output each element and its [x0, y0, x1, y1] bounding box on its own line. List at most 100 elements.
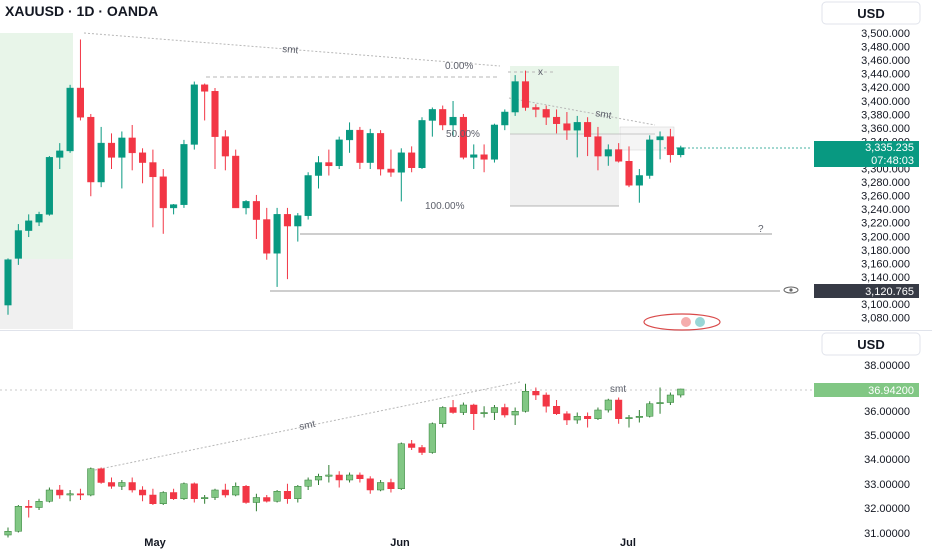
gold-candle [128, 124, 136, 171]
gold-candle [35, 211, 43, 227]
silver-candle [377, 480, 385, 492]
top-y-tick: 3,180.000 [861, 245, 910, 257]
gold-candle [159, 169, 167, 234]
gold-candle [242, 200, 250, 215]
gold-candle-body [677, 147, 685, 156]
demand-zone-green [0, 33, 73, 259]
gold-candle [232, 149, 240, 209]
gold-candle [139, 148, 147, 184]
gold-candle-body [584, 122, 592, 137]
gold-candle [314, 156, 323, 189]
silver-candle [356, 472, 364, 483]
gold-candle [418, 117, 426, 170]
gold-candle [542, 105, 550, 125]
gold-candle-body [635, 175, 643, 186]
currency-button-bottom[interactable] [821, 332, 921, 356]
countdown-tag [814, 154, 919, 167]
gold-candle [604, 144, 612, 166]
smt-line-bottom-1[interactable] [94, 381, 521, 471]
silver-candle [25, 500, 33, 518]
silver-candle [314, 473, 323, 485]
top-y-tick: 3,440.000 [861, 69, 910, 81]
gold-candle-body [128, 137, 136, 154]
gold-candle [25, 214, 33, 238]
top-y-tick: 3,400.000 [861, 96, 910, 108]
gold-candle-body [66, 87, 74, 152]
currency-button-top[interactable] [821, 1, 921, 25]
gold-candle [521, 70, 530, 111]
gold-candle [190, 81, 198, 150]
silver-candle [190, 482, 198, 503]
gold-candle [615, 143, 623, 163]
silver-candle [283, 483, 291, 504]
smt-line-top-2[interactable] [508, 97, 656, 126]
top-y-tick: 3,240.000 [861, 204, 910, 216]
silver-candle-body [159, 492, 167, 504]
gold-candle-body [418, 120, 426, 168]
silver-candle-body [584, 416, 592, 419]
silver-candle-body [25, 506, 33, 508]
gold-candle-body [139, 152, 147, 163]
chart-title: XAUUSD · 1D · OANDA [5, 3, 158, 19]
gold-candle-body [118, 137, 126, 158]
gold-candle [335, 136, 343, 170]
gold-candle [149, 149, 157, 228]
silver-candle-body [356, 474, 364, 479]
top-y-tick: 3,460.000 [861, 55, 910, 67]
silver-candle-body [418, 447, 426, 453]
gold-candle-body [56, 150, 64, 158]
smt-line-top-1[interactable] [83, 32, 501, 67]
gold-candle [470, 144, 478, 170]
silver-candle-body [66, 493, 74, 496]
gold-candle [573, 115, 581, 158]
silver-candle [35, 498, 43, 510]
silver-candle-body [221, 489, 229, 496]
gold-candle [87, 113, 95, 197]
silver-candle [501, 403, 509, 418]
gold-candle [346, 122, 354, 153]
silver-candle-body [56, 489, 64, 496]
silver-candle-body [604, 399, 612, 411]
gold-candle [56, 143, 64, 170]
smt-label-bottom-1: smt [298, 419, 316, 433]
gold-candle [221, 130, 229, 171]
silver-candle-body [646, 403, 654, 417]
silver-candle-body [118, 482, 126, 487]
gold-candle [635, 169, 643, 203]
gold-candle-body [625, 161, 633, 186]
gold-candle-body [283, 214, 291, 227]
pane-separator[interactable] [0, 330, 932, 331]
silver-candle [335, 471, 343, 488]
gold-candle [563, 112, 571, 140]
gold-candle-body [532, 107, 540, 110]
silver-candle-body [563, 413, 571, 421]
eye-icon[interactable] [783, 286, 799, 294]
gold-candle-body [480, 154, 488, 160]
silver-candle-body [428, 423, 436, 453]
gold-candle-body [656, 136, 664, 141]
silver-candle-body [4, 531, 12, 536]
silver-candle [201, 495, 209, 504]
silver-candle [521, 383, 530, 413]
silver-candle [480, 406, 488, 418]
gold-candle-body [252, 201, 260, 220]
silver-candle-body [252, 497, 260, 503]
silver-candle-body [439, 407, 447, 424]
silver-candle-body [76, 493, 85, 496]
gold-candle [118, 131, 126, 189]
gold-candle [14, 224, 22, 265]
bottom-y-tick: 31.00000 [864, 528, 910, 540]
silver-candle-body [35, 501, 43, 508]
gold-candle [76, 39, 85, 121]
bottom-y-axis[interactable]: 38.00000 36.00000 35.00000 34.00000 33.00000… [864, 360, 910, 540]
silver-candle-body [97, 468, 105, 483]
gold-candle [294, 213, 302, 242]
silver-candle-body [377, 482, 385, 491]
silver-candle [511, 407, 519, 425]
silver-candle-body [45, 489, 53, 502]
bottom-y-tick: 36.00000 [864, 406, 910, 418]
gold-candle-body [159, 176, 167, 209]
